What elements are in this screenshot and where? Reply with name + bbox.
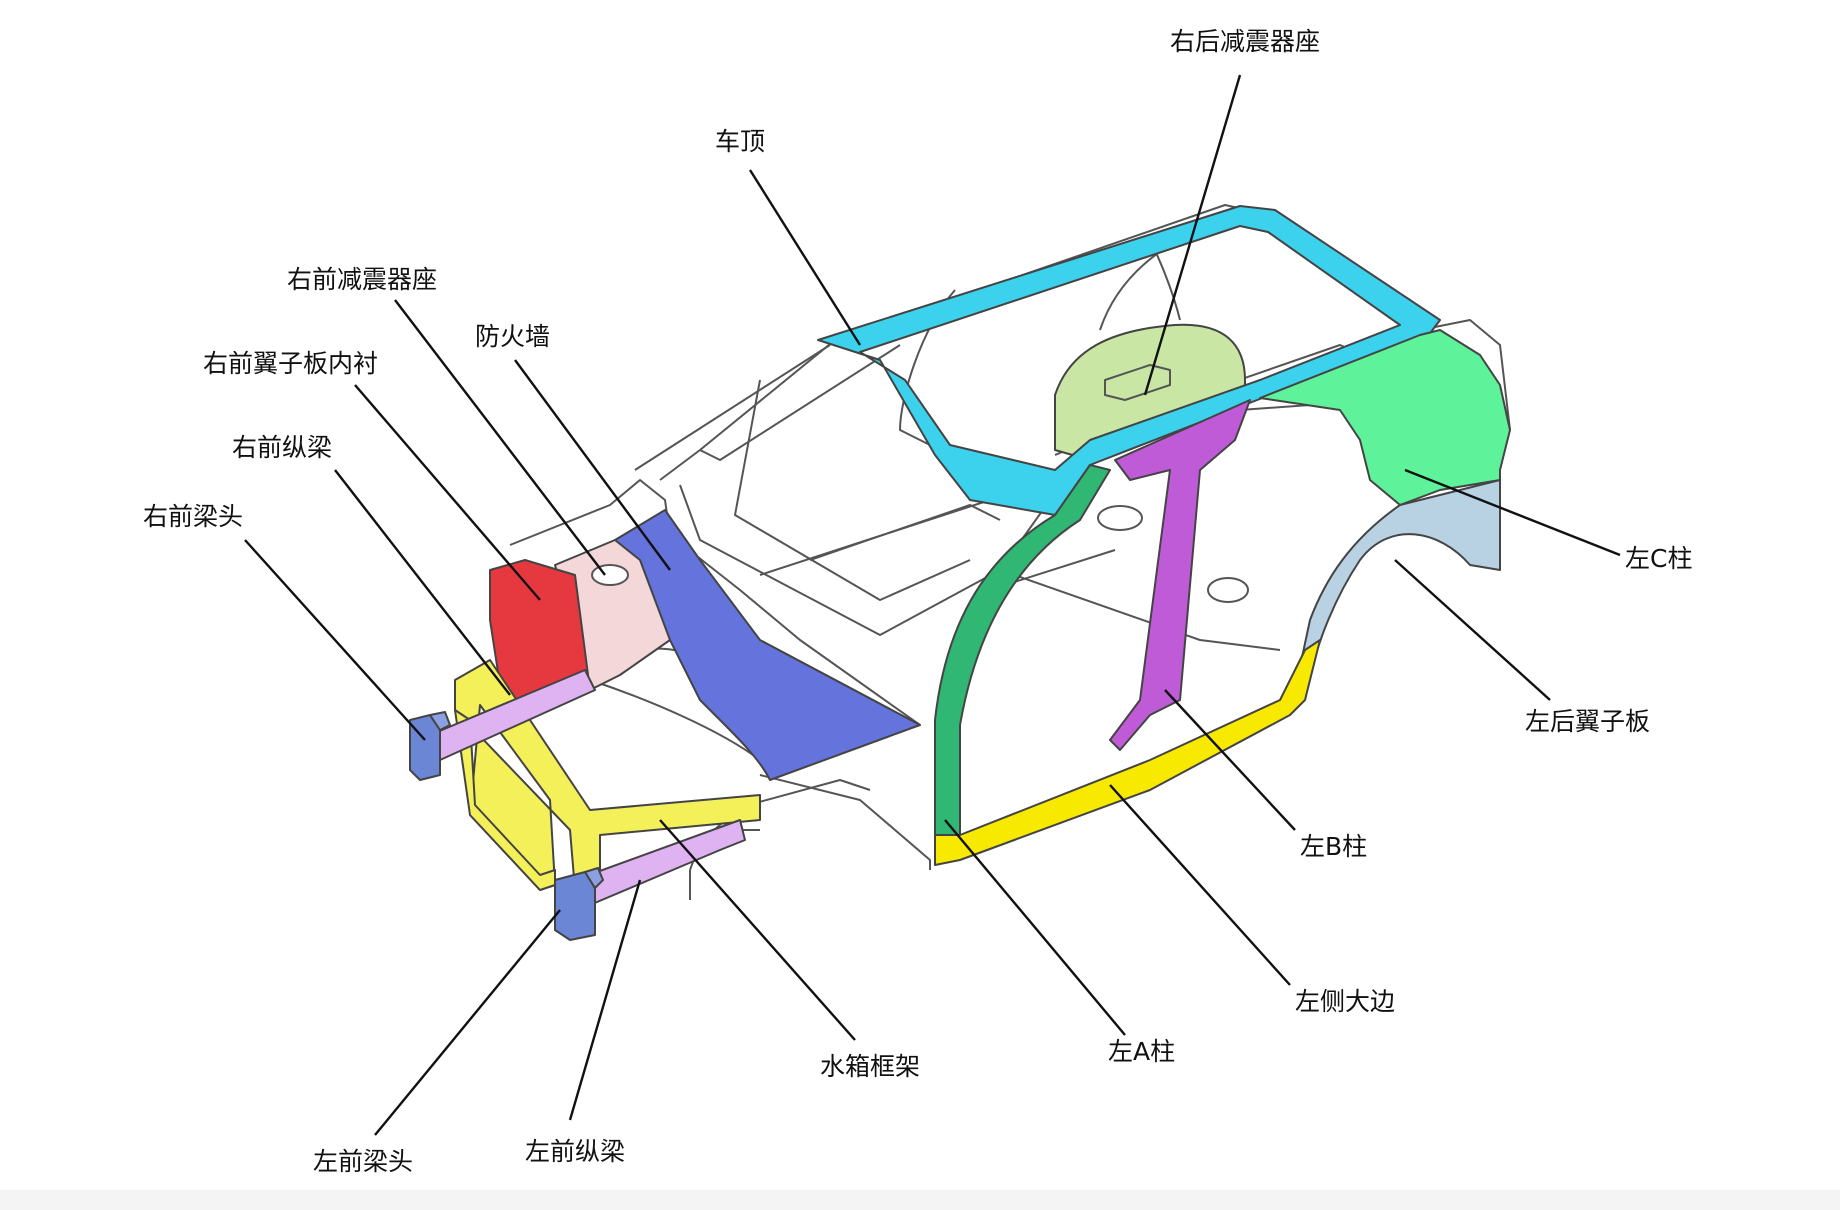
- leader-left-a-pillar: [944, 819, 1126, 1036]
- label-roof: 车顶: [715, 127, 765, 156]
- label-left-rear-quarter-panel: 左后翼子板: [1525, 707, 1650, 736]
- label-radiator-frame: 水箱框架: [820, 1052, 920, 1081]
- bottom-band: [0, 1190, 1840, 1210]
- label-firewall: 防火墙: [475, 322, 550, 351]
- leader-left-front-rail-tip: [374, 909, 561, 1136]
- label-left-b-pillar: 左B柱: [1300, 832, 1367, 861]
- firewall: [614, 509, 921, 781]
- leader-left-c-pillar: [1404, 468, 1621, 557]
- leader-lines: [244, 74, 1621, 1136]
- left-b-pillar: [1109, 399, 1251, 751]
- left-front-rail-tip-top: [584, 867, 604, 889]
- leader-left-front-rail: [568, 879, 642, 1121]
- rear-shock-tower-detail: [1104, 364, 1171, 401]
- left-rocker: [934, 639, 1321, 866]
- label-right-front-fender-liner: 右前翼子板内衬: [203, 349, 378, 378]
- right-front-rail-tip-top: [429, 711, 451, 731]
- label-right-front-shock-tower: 右前减震器座: [287, 265, 437, 294]
- label-left-a-pillar: 左A柱: [1108, 1037, 1175, 1066]
- callout-labels: 车顶 右后减震器座 右前减震器座 防火墙 右前翼子板内衬 右前纵梁 右前梁头 左…: [143, 27, 1692, 1176]
- left-a-pillar: [934, 464, 1111, 836]
- leader-left-rear-quarter-panel: [1394, 559, 1551, 701]
- left-c-pillar: [1259, 329, 1511, 506]
- label-left-front-rail-tip: 左前梁头: [313, 1147, 413, 1176]
- left-front-rail-tip: [554, 871, 596, 941]
- leader-right-front-rail: [334, 469, 511, 696]
- leader-firewall: [514, 359, 671, 571]
- front-shock-tower-hole: [591, 564, 629, 586]
- leader-roof: [748, 169, 862, 346]
- label-right-front-rail: 右前纵梁: [232, 433, 332, 462]
- leader-left-rocker: [1109, 784, 1291, 986]
- leader-radiator-frame: [659, 819, 856, 1041]
- leader-right-rear-shock-tower: [1143, 74, 1242, 396]
- leader-right-front-fender-liner: [354, 384, 541, 601]
- roof: [817, 205, 1441, 516]
- leader-right-front-rail-tip: [244, 539, 426, 741]
- label-left-c-pillar: 左C柱: [1625, 544, 1692, 573]
- label-right-rear-shock-tower: 右后减震器座: [1170, 27, 1320, 56]
- leader-left-b-pillar: [1164, 689, 1296, 831]
- label-left-rocker: 左侧大边: [1295, 987, 1395, 1016]
- left-rear-quarter-panel: [1294, 479, 1501, 701]
- label-left-front-rail: 左前纵梁: [525, 1137, 625, 1166]
- leader-right-front-shock-tower: [394, 299, 606, 576]
- label-right-front-rail-tip: 右前梁头: [143, 502, 243, 531]
